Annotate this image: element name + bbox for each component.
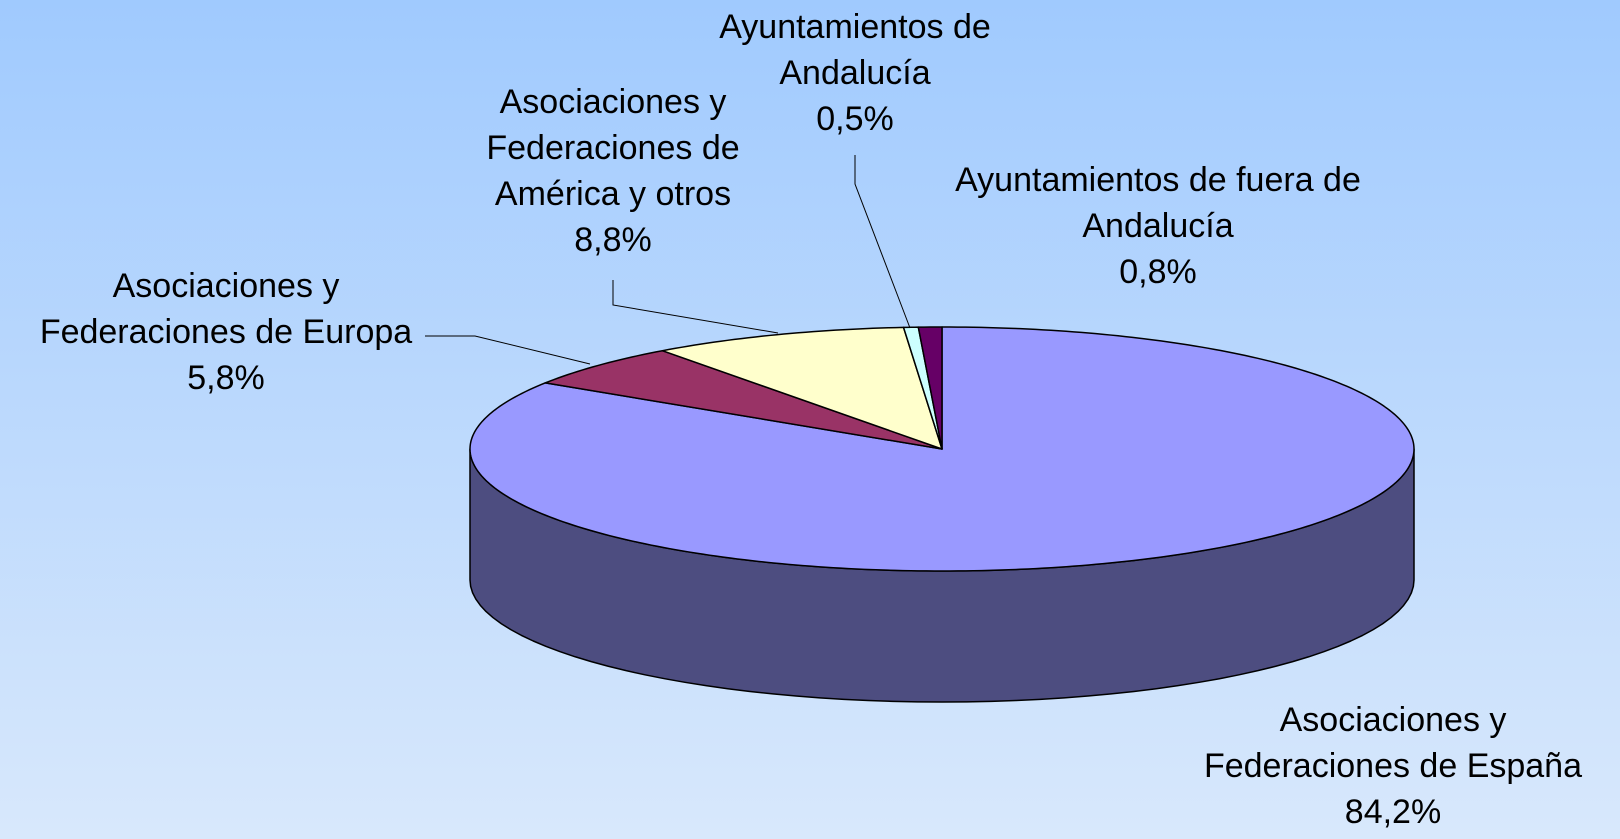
category-name: Ayuntamientos de fuera de Andalucía <box>955 161 1361 245</box>
category-name: Asociaciones y Federaciones de América y… <box>486 83 740 213</box>
slice <box>661 326 943 450</box>
slice <box>917 326 943 450</box>
value-label: 0,5% <box>816 100 894 138</box>
value-label: 5,8% <box>187 359 265 397</box>
slice-label: Asociaciones y Federaciones de Europa 5,8… <box>6 263 446 401</box>
category-name: Asociaciones y Federaciones de Europa <box>39 267 413 351</box>
leader-line <box>425 335 591 365</box>
value-label: 84,2% <box>1344 793 1442 831</box>
category-name: Asociaciones y Federaciones de España <box>1203 701 1583 785</box>
slice-label: Ayuntamientos de fuera de Andalucía 0,8% <box>948 157 1368 295</box>
leader-line <box>612 280 779 334</box>
pie <box>469 326 1415 703</box>
slice-label: Asociaciones y Federaciones de España 84,… <box>1173 697 1613 835</box>
slice <box>544 349 943 450</box>
value-label: 0,8% <box>1119 253 1197 291</box>
slice-label: Ayuntamientos de Andalucía 0,5% <box>690 4 1020 142</box>
category-name: Ayuntamientos de Andalucía <box>719 8 991 92</box>
slice-label: Asociaciones y Federaciones de América y… <box>458 79 768 263</box>
leader-line <box>854 155 911 329</box>
value-label: 8,8% <box>574 221 652 259</box>
